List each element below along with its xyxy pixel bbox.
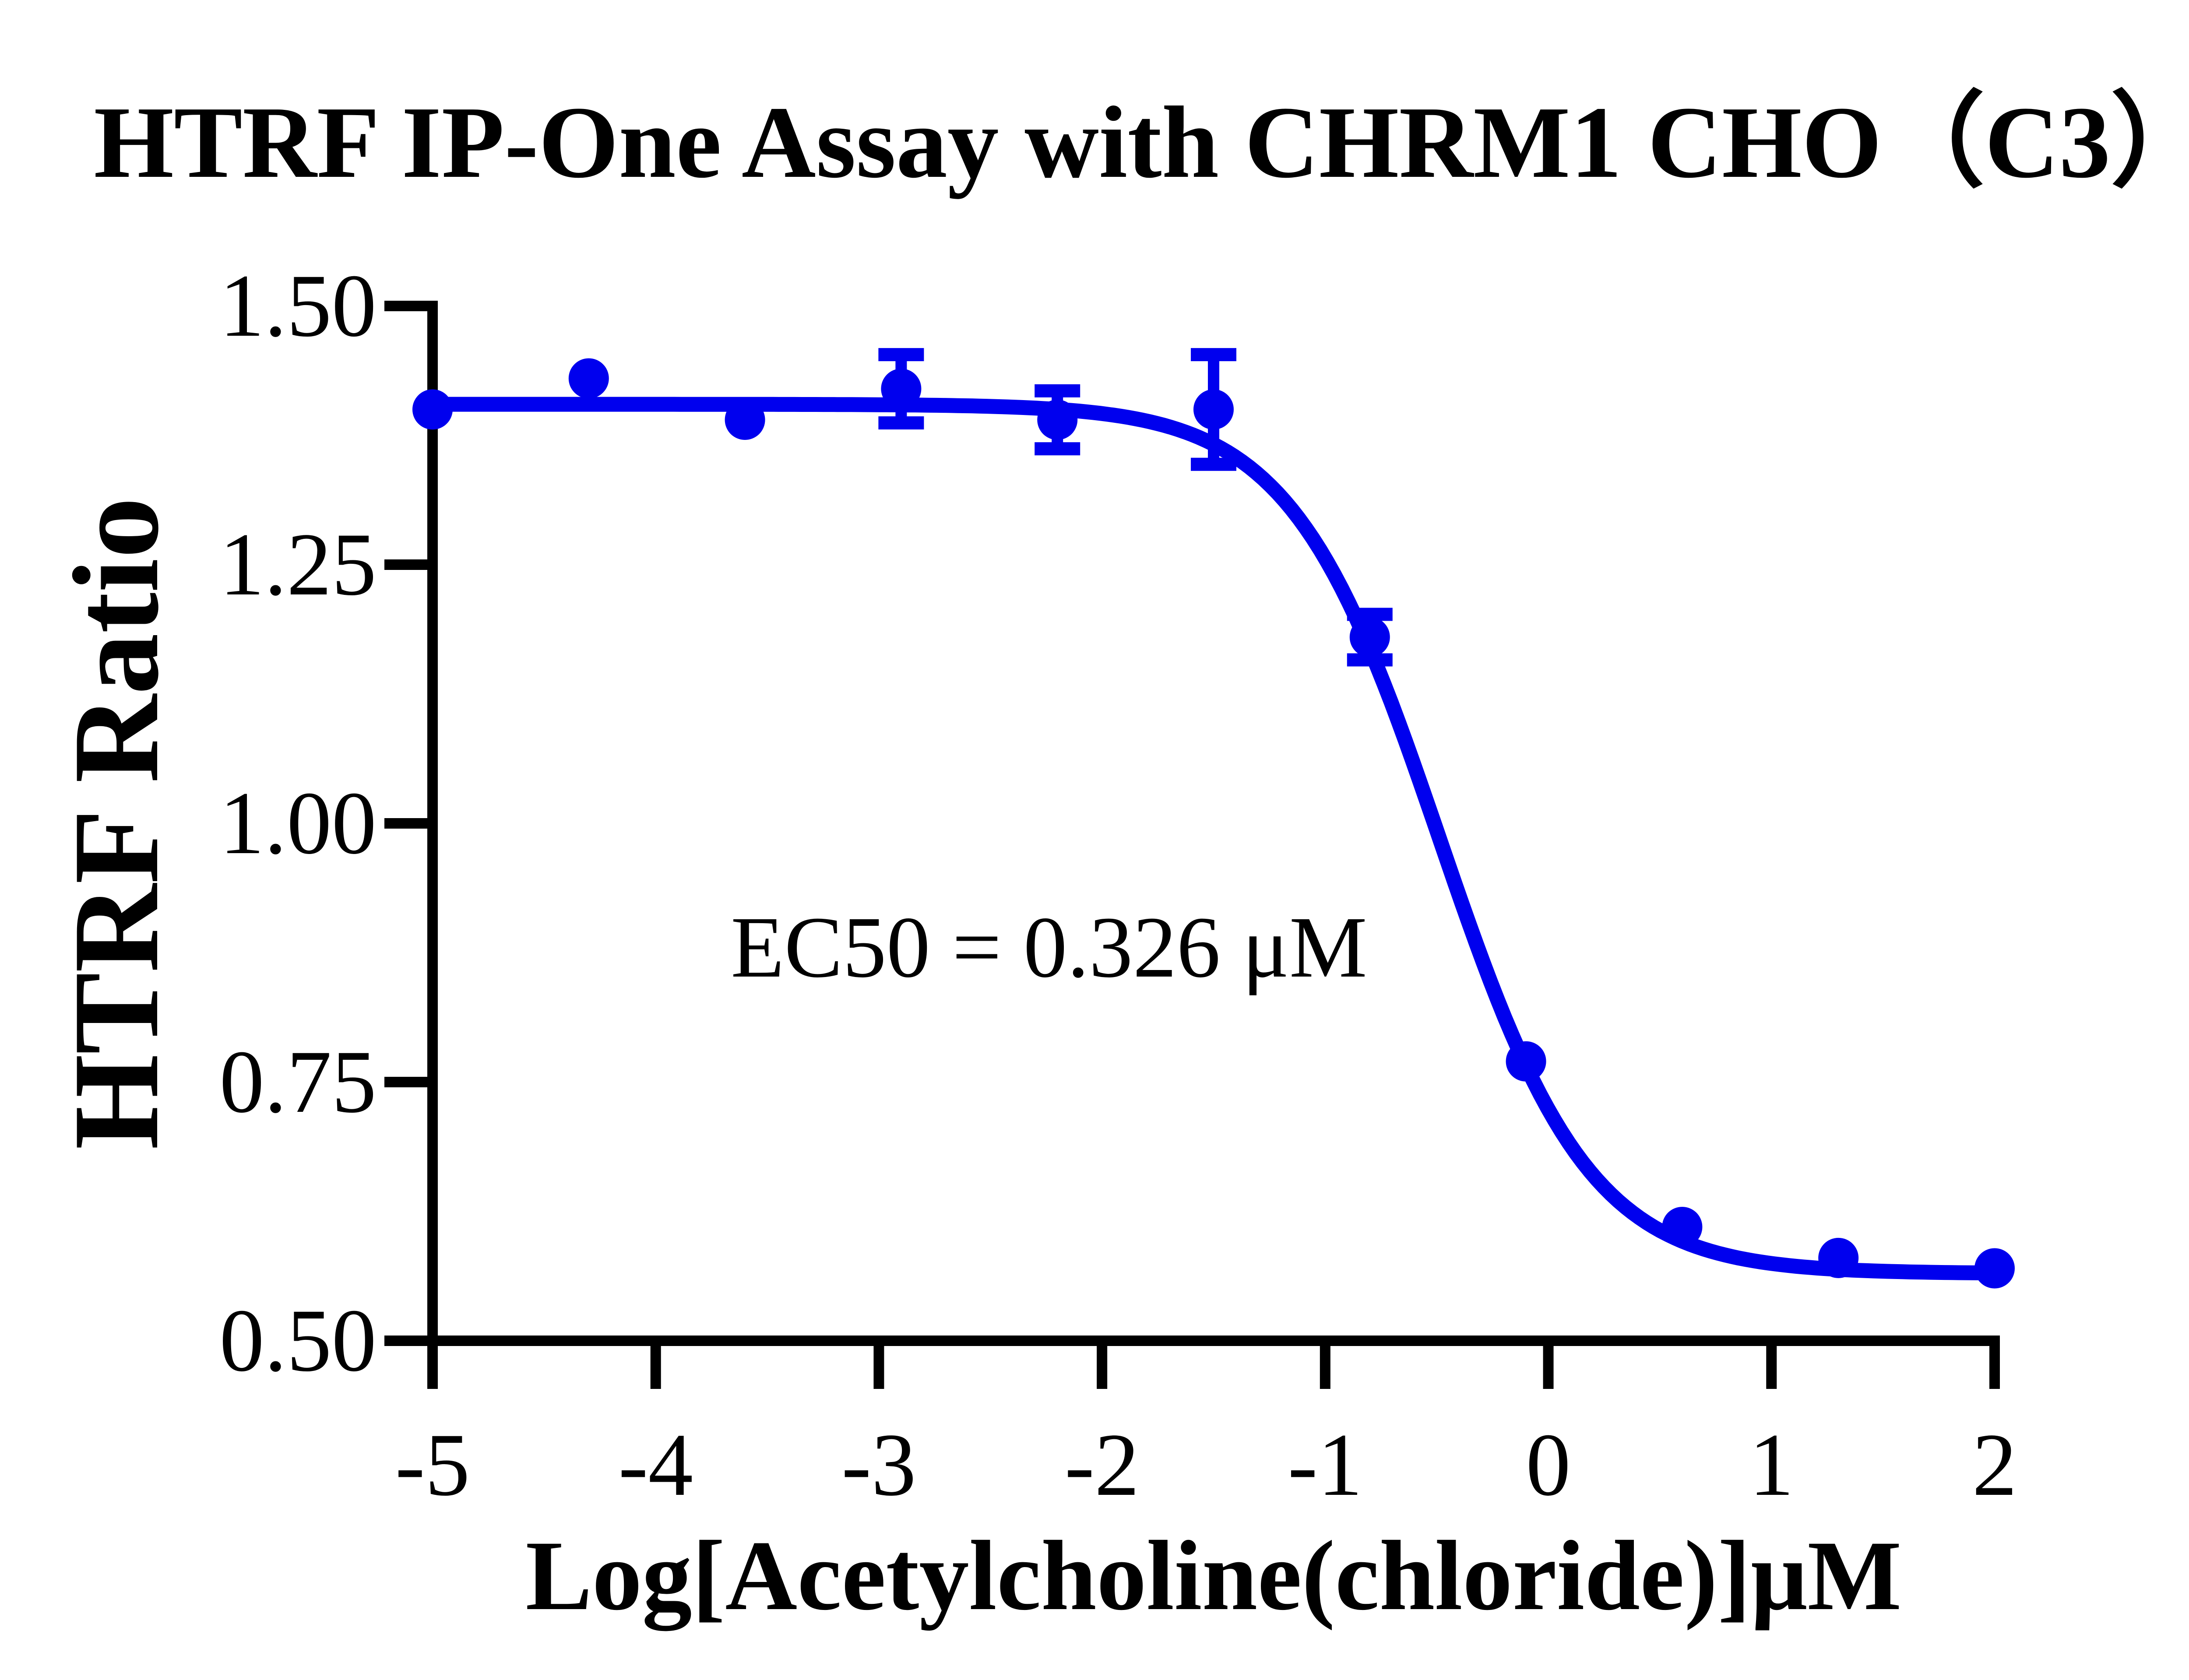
x-axis-title: Log[Acetylcholine(chloride)]μM <box>525 1521 1902 1631</box>
ec50-annotation: EC50 = 0.326 μM <box>731 899 1367 996</box>
fit-curve <box>425 397 2002 1281</box>
data-point <box>1974 1248 2015 1289</box>
x-tick-label: 2 <box>1972 1415 2017 1515</box>
data-point <box>1818 1237 1859 1278</box>
data-point <box>1506 1041 1546 1082</box>
data-point <box>412 389 453 430</box>
data-point <box>1662 1206 1703 1247</box>
y-tick-label: 1.25 <box>219 515 377 614</box>
data-point <box>1193 389 1234 430</box>
chart-title: HTRF IP-One Assay with CHRM1 CHO（C3） <box>94 85 2189 199</box>
x-tick-label: -5 <box>395 1415 470 1515</box>
data-point <box>568 358 609 399</box>
y-tick-label: 0.50 <box>219 1291 377 1390</box>
y-tick-label: 1.50 <box>219 256 377 355</box>
x-tick-label: -2 <box>1064 1415 1140 1515</box>
x-tick-label: -3 <box>841 1415 916 1515</box>
x-tick-label: -4 <box>618 1415 693 1515</box>
x-tick-label: -1 <box>1288 1415 1363 1515</box>
x-tick-label: 0 <box>1526 1415 1571 1515</box>
y-tick-label: 1.00 <box>219 773 377 873</box>
data-point <box>1037 400 1078 440</box>
data-point <box>881 369 922 409</box>
data-point <box>1349 617 1390 657</box>
y-tick-label: 0.75 <box>219 1032 377 1132</box>
data-point <box>725 400 765 440</box>
x-tick-label: 1 <box>1749 1415 1794 1515</box>
